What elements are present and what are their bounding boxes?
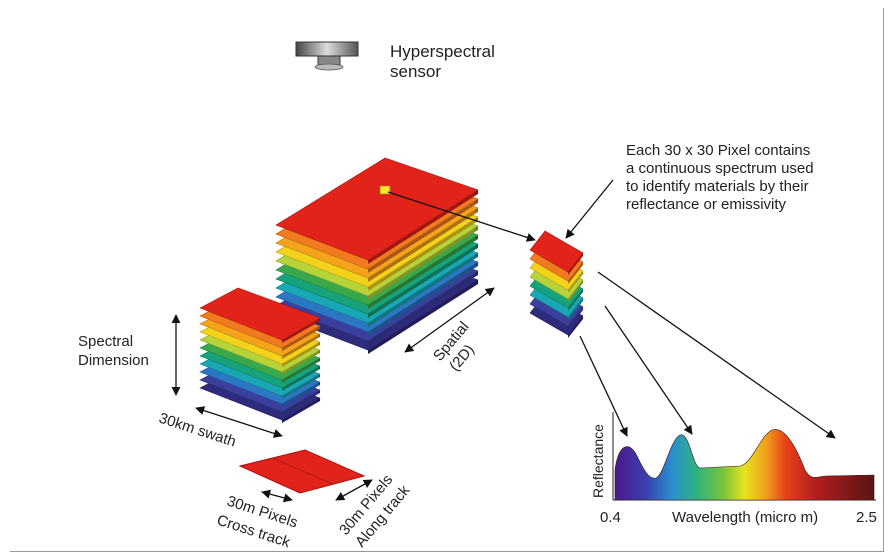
layer-edge [282, 350, 320, 375]
layer-edge [368, 226, 478, 300]
layer-edge [368, 199, 478, 273]
layer-edge [282, 382, 320, 407]
layer-edge [282, 358, 320, 383]
spectral-label-line1: Spectral [78, 333, 133, 350]
selected-pixel [379, 185, 391, 195]
ground-pixel-strip [238, 449, 366, 494]
annotation-line4: reflectance or emissivity [626, 196, 787, 213]
layer-edge [282, 334, 320, 359]
spectrum-curve [614, 429, 875, 501]
pixel-spectrum-stack [529, 230, 584, 338]
spectrum-arrow-1 [579, 335, 628, 437]
spectral-label-line2: Dimension [78, 352, 149, 369]
annotation-line3: to identify materials by their [626, 178, 809, 195]
swath-label: 30km swath [157, 410, 238, 451]
spatial-arrow [404, 287, 495, 353]
arrows [171, 179, 836, 503]
swath-arrow [195, 406, 283, 438]
spectrum-xmax-label: 2.5 [856, 509, 877, 526]
spectral-layer [275, 157, 479, 261]
layer-edge [282, 366, 320, 391]
annotation-line2: a continuous spectrum used [626, 160, 814, 177]
cross-track-arrow [261, 489, 293, 503]
spectral-layer [199, 287, 321, 341]
layer-edge [568, 271, 583, 293]
layer-edge [282, 342, 320, 367]
layer-edge [568, 253, 583, 275]
spectrum-xmin-label: 0.4 [600, 509, 621, 526]
layer-edge [568, 289, 583, 311]
layer-edge [282, 374, 320, 399]
layer-edge [568, 262, 583, 284]
layer-edge [282, 326, 320, 351]
spectrum-ylabel: Reflectance [590, 424, 606, 498]
layer-edge [568, 280, 583, 302]
layer-edge [282, 390, 320, 415]
sensor-label-line2: sensor [390, 62, 441, 81]
layer-edge [282, 398, 320, 423]
spectrum-arrow-3 [597, 271, 836, 439]
hyperspectral-sensor-icon [295, 41, 359, 71]
layer-edge [368, 244, 478, 318]
pixel-to-stack-arrow [387, 191, 536, 242]
layer-edge [568, 316, 583, 338]
layer-edge [368, 235, 478, 309]
annotation-line1: Each 30 x 30 Pixel contains [626, 142, 810, 159]
layer-edge [368, 217, 478, 291]
along-track-arrow [335, 479, 373, 501]
spectrum-xlabel: Wavelength (micro m) [672, 509, 818, 526]
sensor-label-line1: Hyperspectral [390, 42, 495, 61]
reflectance-spectrum [612, 412, 876, 501]
spectrum-arrow-2 [604, 305, 693, 435]
layer-edge [568, 298, 583, 320]
layer-edge [368, 190, 478, 264]
layer-edge [282, 318, 320, 343]
spectral-layer [529, 230, 584, 273]
annotation-arrow [565, 179, 614, 239]
layer-edge [368, 208, 478, 282]
layer-edge [568, 307, 583, 329]
medium-data-cube [199, 287, 321, 423]
